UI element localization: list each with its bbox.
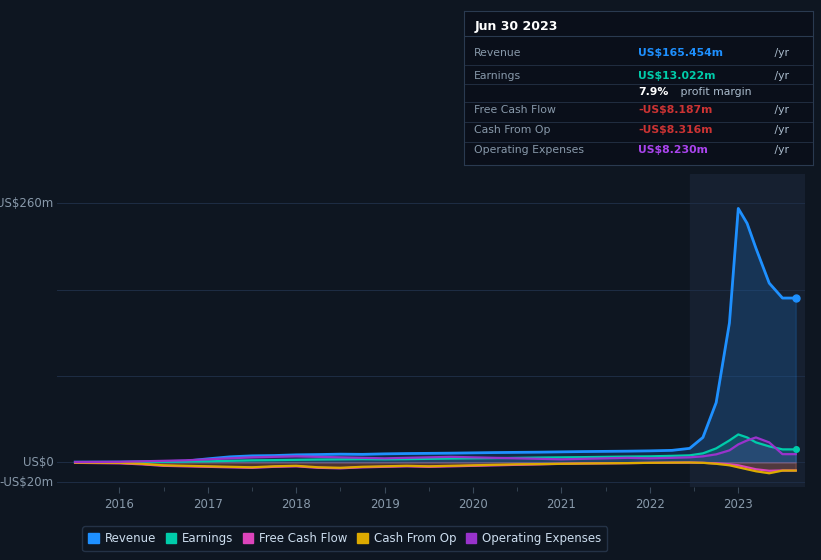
Text: /yr: /yr bbox=[771, 71, 789, 81]
Text: US$165.454m: US$165.454m bbox=[639, 48, 723, 58]
Text: Cash From Op: Cash From Op bbox=[475, 125, 551, 135]
Text: -US$20m: -US$20m bbox=[0, 476, 53, 489]
Text: Earnings: Earnings bbox=[475, 71, 521, 81]
Text: US$8.230m: US$8.230m bbox=[639, 145, 709, 155]
Text: -US$8.187m: -US$8.187m bbox=[639, 105, 713, 115]
Legend: Revenue, Earnings, Free Cash Flow, Cash From Op, Operating Expenses: Revenue, Earnings, Free Cash Flow, Cash … bbox=[82, 526, 608, 551]
Text: profit margin: profit margin bbox=[677, 87, 751, 97]
Text: /yr: /yr bbox=[771, 48, 789, 58]
Text: US$13.022m: US$13.022m bbox=[639, 71, 716, 81]
Text: Free Cash Flow: Free Cash Flow bbox=[475, 105, 556, 115]
Text: 7.9%: 7.9% bbox=[639, 87, 668, 97]
Text: Operating Expenses: Operating Expenses bbox=[475, 145, 585, 155]
Bar bbox=[690, 174, 814, 487]
Text: Jun 30 2023: Jun 30 2023 bbox=[475, 21, 557, 34]
Text: -US$8.316m: -US$8.316m bbox=[639, 125, 713, 135]
Text: US$0: US$0 bbox=[23, 456, 53, 469]
Text: Revenue: Revenue bbox=[475, 48, 522, 58]
Text: /yr: /yr bbox=[771, 125, 789, 135]
Text: /yr: /yr bbox=[771, 145, 789, 155]
Text: /yr: /yr bbox=[771, 105, 789, 115]
Text: US$260m: US$260m bbox=[0, 197, 53, 210]
